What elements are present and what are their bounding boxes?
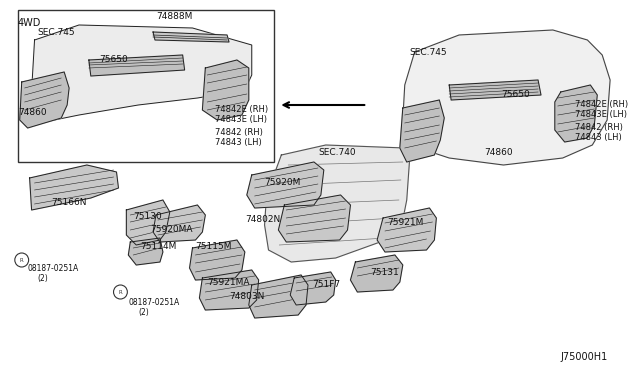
Text: 75650: 75650 bbox=[502, 90, 531, 99]
Polygon shape bbox=[278, 195, 351, 242]
Text: 08187-0251A: 08187-0251A bbox=[28, 264, 79, 273]
Text: 74803N: 74803N bbox=[229, 292, 264, 301]
Polygon shape bbox=[449, 80, 541, 100]
Polygon shape bbox=[200, 270, 259, 310]
Text: 74842E (RH): 74842E (RH) bbox=[215, 105, 268, 114]
Text: 74843E (LH): 74843E (LH) bbox=[215, 115, 268, 124]
Text: 08187-0251A: 08187-0251A bbox=[129, 298, 180, 307]
Polygon shape bbox=[202, 60, 249, 120]
Text: SEC.745: SEC.745 bbox=[410, 48, 447, 57]
Text: J75000H1: J75000H1 bbox=[561, 352, 608, 362]
Polygon shape bbox=[89, 55, 184, 76]
Text: R: R bbox=[118, 289, 122, 295]
Polygon shape bbox=[351, 255, 403, 292]
Text: 75131: 75131 bbox=[370, 268, 399, 277]
Polygon shape bbox=[400, 100, 444, 162]
Bar bbox=[18, 10, 275, 162]
Polygon shape bbox=[20, 72, 69, 128]
Polygon shape bbox=[29, 25, 252, 125]
Polygon shape bbox=[264, 145, 410, 262]
Polygon shape bbox=[189, 240, 245, 280]
Text: 74842E (RH): 74842E (RH) bbox=[575, 100, 628, 109]
Polygon shape bbox=[249, 275, 308, 318]
Polygon shape bbox=[29, 165, 118, 210]
Text: 74888M: 74888M bbox=[156, 12, 193, 21]
Text: 74860: 74860 bbox=[18, 108, 46, 117]
Polygon shape bbox=[126, 200, 170, 245]
Text: 4WD: 4WD bbox=[18, 18, 41, 28]
Text: 75921M: 75921M bbox=[387, 218, 424, 227]
Text: 74860: 74860 bbox=[484, 148, 513, 157]
Text: (2): (2) bbox=[138, 308, 149, 317]
Text: 75921MA: 75921MA bbox=[207, 278, 250, 287]
Text: 75650: 75650 bbox=[99, 55, 127, 64]
Text: SEC.745: SEC.745 bbox=[38, 28, 75, 37]
Text: 74843 (LH): 74843 (LH) bbox=[215, 138, 262, 147]
Text: 75920M: 75920M bbox=[264, 178, 301, 187]
Polygon shape bbox=[153, 32, 229, 42]
Polygon shape bbox=[247, 162, 324, 208]
Polygon shape bbox=[153, 205, 205, 242]
Polygon shape bbox=[555, 85, 597, 142]
Text: SEC.740: SEC.740 bbox=[318, 148, 355, 157]
Text: 74802N: 74802N bbox=[245, 215, 280, 224]
Text: 74843E (LH): 74843E (LH) bbox=[575, 110, 627, 119]
Text: 75130: 75130 bbox=[133, 212, 162, 221]
Text: 75114M: 75114M bbox=[140, 242, 177, 251]
Text: 74842 (RH): 74842 (RH) bbox=[215, 128, 263, 137]
Polygon shape bbox=[377, 208, 436, 252]
Text: 75920MA: 75920MA bbox=[150, 225, 193, 234]
Polygon shape bbox=[403, 30, 610, 165]
Text: 75115M: 75115M bbox=[195, 242, 232, 251]
Text: 75166N: 75166N bbox=[51, 198, 87, 207]
Text: 74843 (LH): 74843 (LH) bbox=[575, 133, 621, 142]
Text: (2): (2) bbox=[38, 274, 48, 283]
Text: 751F7: 751F7 bbox=[312, 280, 340, 289]
Polygon shape bbox=[291, 272, 335, 305]
Polygon shape bbox=[129, 238, 163, 265]
Text: 74842 (RH): 74842 (RH) bbox=[575, 123, 623, 132]
Text: R: R bbox=[20, 257, 24, 263]
